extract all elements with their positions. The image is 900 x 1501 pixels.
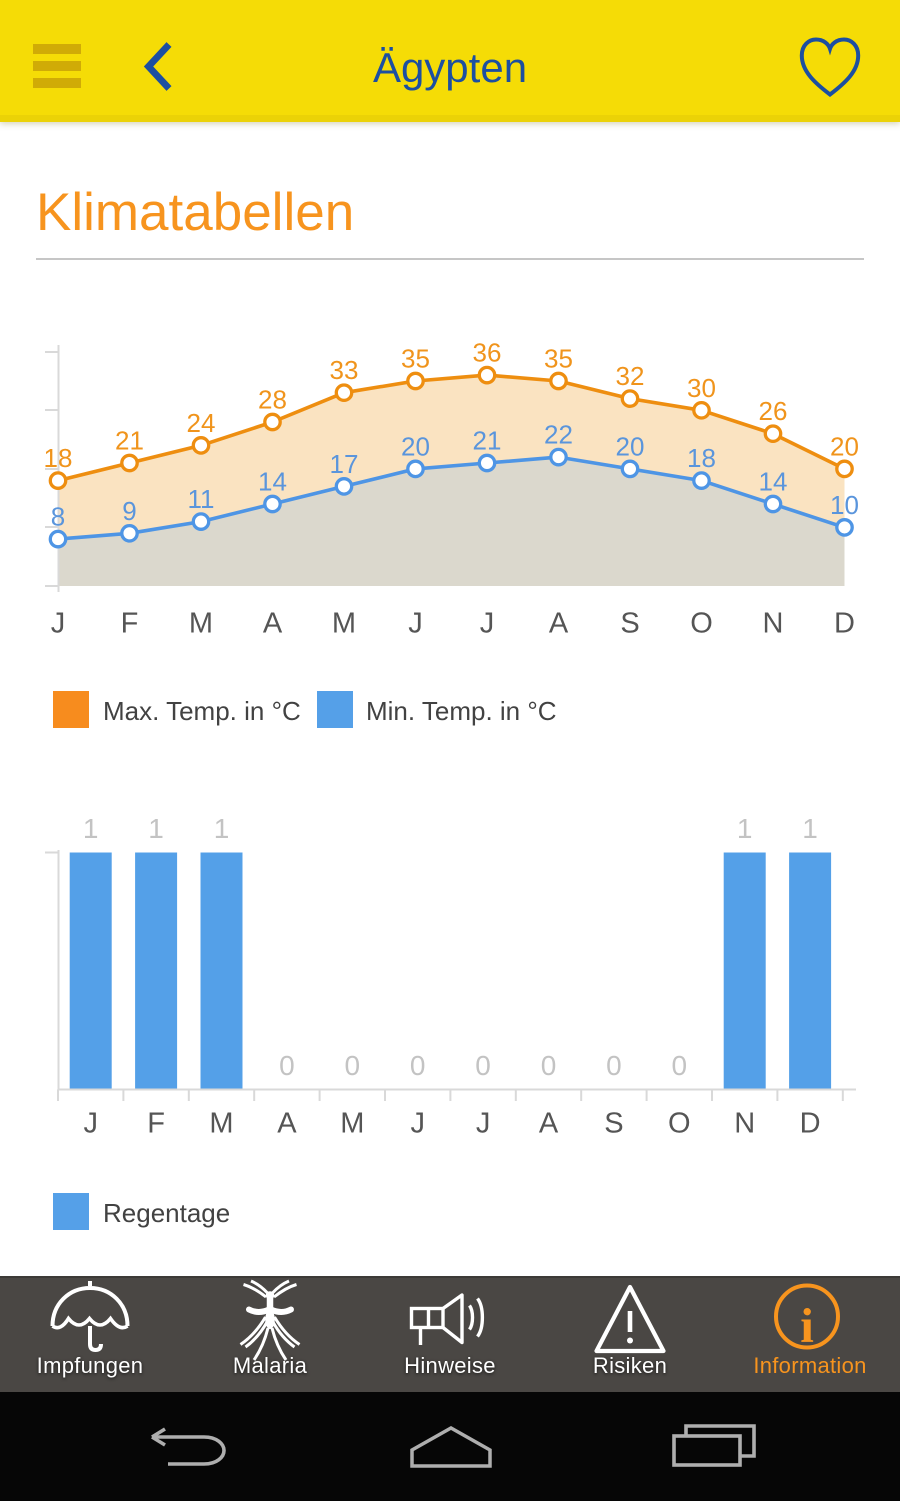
svg-text:1: 1 bbox=[83, 813, 99, 844]
svg-text:i: i bbox=[800, 1298, 814, 1353]
svg-text:N: N bbox=[734, 1108, 755, 1140]
svg-text:17: 17 bbox=[330, 449, 359, 479]
svg-text:14: 14 bbox=[258, 467, 287, 497]
svg-text:1: 1 bbox=[802, 813, 818, 844]
svg-text:0: 0 bbox=[541, 1050, 557, 1081]
svg-text:35: 35 bbox=[401, 344, 430, 374]
svg-text:A: A bbox=[539, 1108, 559, 1140]
svg-text:M: M bbox=[332, 608, 356, 640]
svg-text:1: 1 bbox=[737, 813, 753, 844]
svg-text:1: 1 bbox=[214, 813, 230, 844]
svg-text:8: 8 bbox=[51, 502, 65, 532]
svg-text:M: M bbox=[340, 1108, 364, 1140]
svg-text:26: 26 bbox=[759, 396, 788, 426]
svg-text:20: 20 bbox=[616, 431, 645, 461]
svg-text:18: 18 bbox=[687, 443, 716, 473]
svg-text:J: J bbox=[51, 608, 66, 640]
svg-text:0: 0 bbox=[672, 1050, 688, 1081]
svg-text:J: J bbox=[480, 608, 495, 640]
svg-text:32: 32 bbox=[616, 361, 645, 391]
svg-text:F: F bbox=[121, 608, 139, 640]
svg-text:A: A bbox=[263, 608, 283, 640]
svg-text:0: 0 bbox=[475, 1050, 491, 1081]
svg-text:N: N bbox=[763, 608, 784, 640]
svg-text:33: 33 bbox=[330, 355, 359, 385]
svg-text:J: J bbox=[476, 1108, 491, 1140]
svg-text:10: 10 bbox=[830, 490, 859, 520]
svg-text:24: 24 bbox=[187, 408, 216, 438]
svg-text:O: O bbox=[668, 1108, 691, 1140]
svg-text:S: S bbox=[620, 608, 639, 640]
svg-text:1: 1 bbox=[148, 813, 164, 844]
svg-text:36: 36 bbox=[473, 338, 502, 368]
svg-text:J: J bbox=[410, 1108, 425, 1140]
svg-text:O: O bbox=[690, 608, 713, 640]
svg-text:A: A bbox=[277, 1108, 297, 1140]
svg-text:M: M bbox=[209, 1108, 233, 1140]
svg-text:A: A bbox=[549, 608, 569, 640]
svg-text:9: 9 bbox=[122, 496, 136, 526]
svg-text:0: 0 bbox=[606, 1050, 622, 1081]
svg-text:11: 11 bbox=[188, 484, 215, 514]
svg-text:21: 21 bbox=[115, 426, 144, 456]
svg-text:D: D bbox=[800, 1108, 821, 1140]
svg-text:S: S bbox=[604, 1108, 623, 1140]
svg-text:0: 0 bbox=[345, 1050, 361, 1081]
svg-text:35: 35 bbox=[544, 344, 573, 374]
svg-text:30: 30 bbox=[687, 373, 716, 403]
svg-text:21: 21 bbox=[473, 426, 502, 456]
svg-text:J: J bbox=[408, 608, 423, 640]
svg-text:F: F bbox=[147, 1108, 165, 1140]
svg-text:22: 22 bbox=[544, 420, 573, 450]
svg-text:0: 0 bbox=[410, 1050, 426, 1081]
svg-text:14: 14 bbox=[759, 467, 788, 497]
svg-text:M: M bbox=[189, 608, 213, 640]
svg-text:0: 0 bbox=[279, 1050, 295, 1081]
svg-text:J: J bbox=[83, 1108, 98, 1140]
svg-text:20: 20 bbox=[830, 431, 859, 461]
svg-text:28: 28 bbox=[258, 385, 287, 415]
svg-text:20: 20 bbox=[401, 431, 430, 461]
svg-text:D: D bbox=[834, 608, 855, 640]
svg-text:18: 18 bbox=[44, 443, 73, 473]
